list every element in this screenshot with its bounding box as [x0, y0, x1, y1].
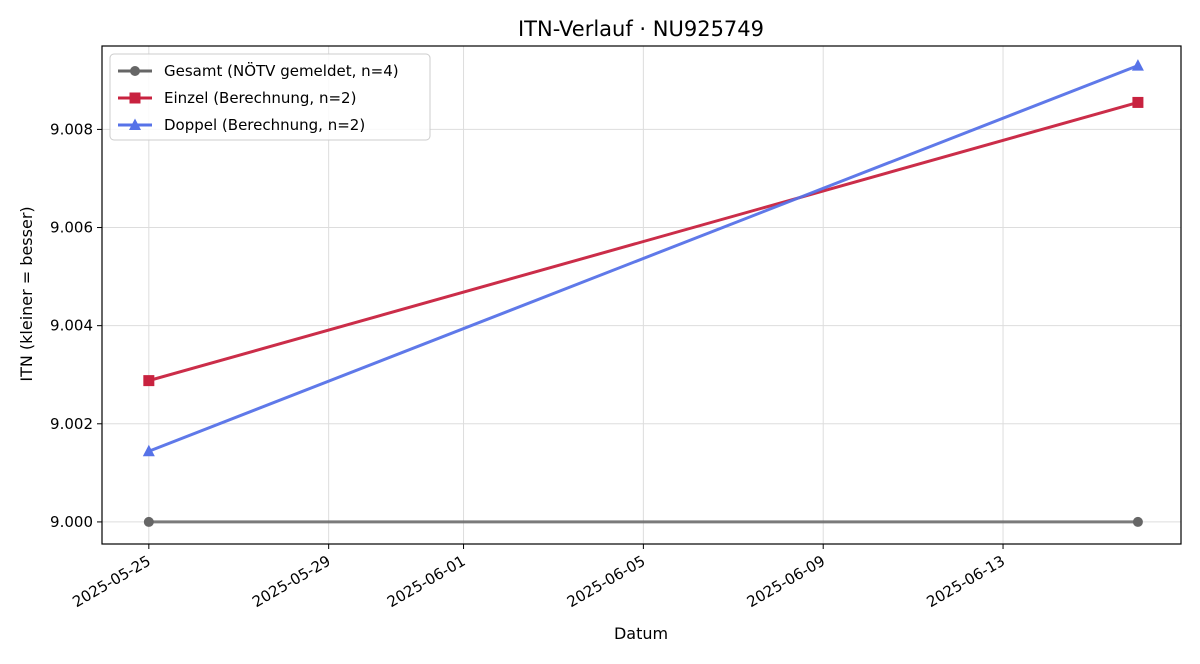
- y-axis-label: ITN (kleiner = besser): [17, 206, 36, 381]
- data-point: [143, 516, 154, 527]
- legend-label: Doppel (Berechnung, n=2): [164, 116, 365, 134]
- y-tick-label: 9.004: [50, 317, 93, 335]
- x-axis-label: Datum: [614, 624, 668, 643]
- legend-marker: [130, 66, 140, 76]
- legend-label: Einzel (Berechnung, n=2): [164, 89, 356, 107]
- data-point: [142, 444, 155, 457]
- data-point: [143, 375, 155, 387]
- data-point: [1131, 59, 1144, 71]
- chart-title: ITN-Verlauf · NU925749: [518, 17, 764, 41]
- series-line: [148, 64, 1139, 453]
- y-tick-label: 9.008: [50, 120, 93, 138]
- legend-marker: [129, 118, 141, 130]
- y-tick-label: 9.000: [50, 513, 93, 531]
- legend: Gesamt (NÖTV gemeldet, n=4) Einzel (Berec…: [109, 53, 431, 141]
- series-1: [143, 96, 1144, 387]
- legend-label: Gesamt (NÖTV gemeldet, n=4): [164, 61, 399, 80]
- series-2: [142, 59, 1144, 457]
- series-layer: [142, 59, 1144, 527]
- legend-marker: [129, 92, 141, 104]
- data-point: [1132, 96, 1144, 108]
- legend-box: [109, 53, 431, 141]
- data-point: [1132, 516, 1143, 527]
- y-tick-label: 9.002: [50, 415, 93, 433]
- y-tick-label: 9.006: [50, 219, 93, 237]
- series-line: [148, 100, 1139, 383]
- plot-frame: [101, 45, 1182, 545]
- series-0: [143, 516, 1143, 527]
